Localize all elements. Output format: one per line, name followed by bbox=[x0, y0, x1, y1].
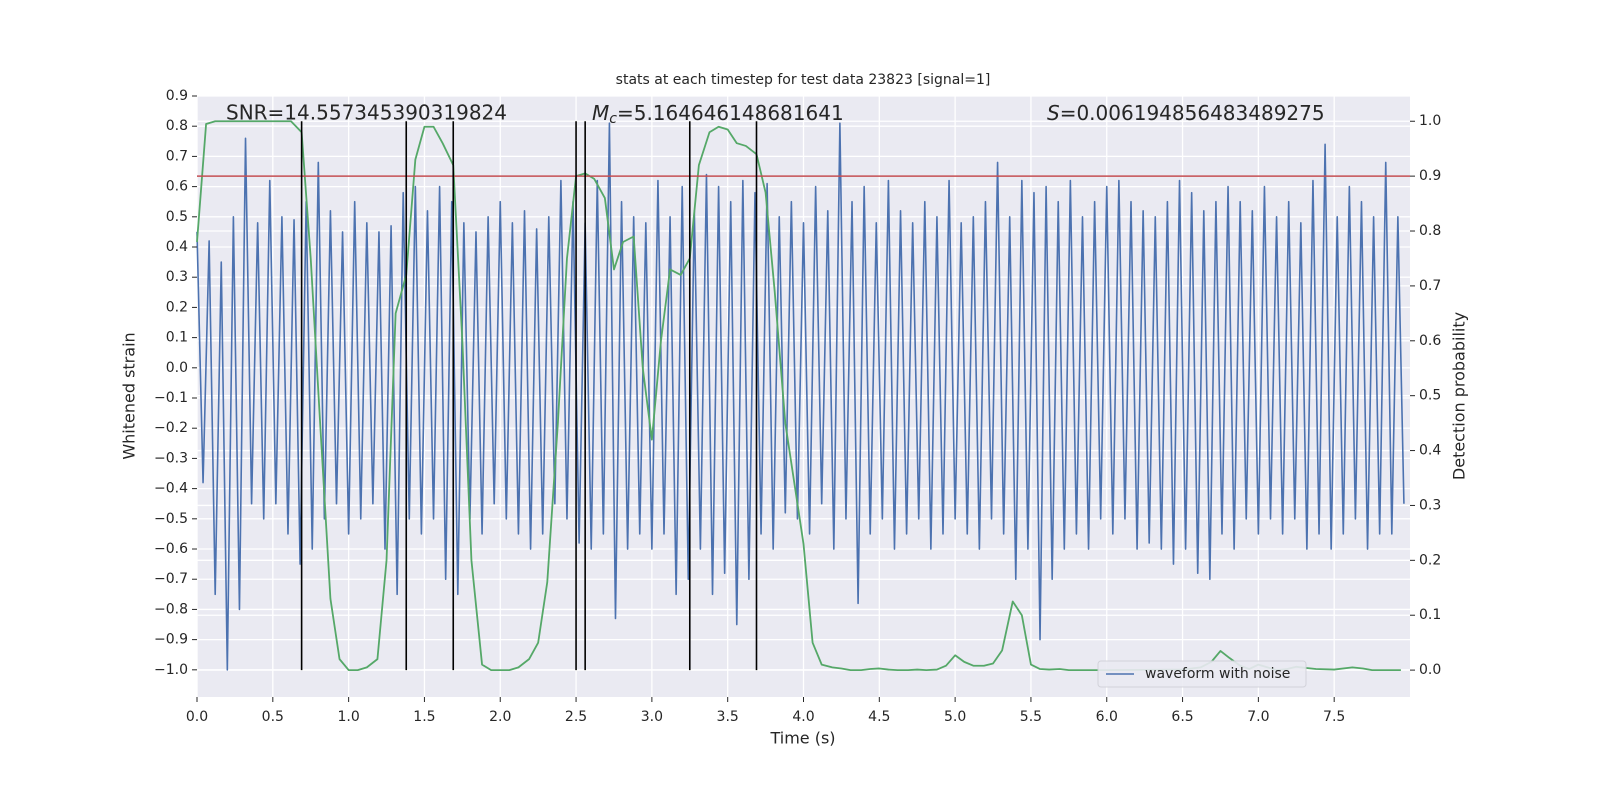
x-tick-label: 0.0 bbox=[186, 709, 208, 725]
y2-tick-label: 0.7 bbox=[1419, 278, 1441, 294]
x-tick-label: 4.0 bbox=[792, 709, 814, 725]
annotation-subscript: c bbox=[609, 111, 617, 127]
y2-tick-label: 0.8 bbox=[1419, 223, 1441, 239]
annotation: SNR=14.557345390319824 bbox=[226, 101, 507, 125]
y-tick-label: −0.7 bbox=[154, 571, 188, 587]
x-tick-label: 5.0 bbox=[944, 709, 966, 725]
y-tick-label: −0.4 bbox=[154, 481, 188, 497]
annotation: S=0.006194856483489275 bbox=[1047, 101, 1325, 125]
series-line bbox=[196, 122, 1405, 671]
y-tick-label: 0.4 bbox=[166, 239, 188, 255]
x-tick-label: 3.0 bbox=[641, 709, 663, 725]
y-tick-label: −0.8 bbox=[154, 601, 188, 617]
y-tick-label: 0.3 bbox=[166, 269, 188, 285]
y2-tick-label: 0.3 bbox=[1419, 497, 1441, 513]
annotation-text: =0.006194856483489275 bbox=[1060, 101, 1325, 125]
x-tick-label: 1.5 bbox=[413, 709, 435, 725]
y-tick-label: 0.7 bbox=[166, 148, 188, 164]
y2-tick-label: 0.9 bbox=[1419, 168, 1441, 184]
y2-tick-label: 0.1 bbox=[1419, 607, 1441, 623]
y-tick-label: 0.2 bbox=[166, 299, 188, 315]
legend-box bbox=[1097, 660, 1307, 688]
x-tick-label: 3.5 bbox=[717, 709, 739, 725]
chart-title: stats at each timestep for test data 238… bbox=[616, 72, 991, 88]
y2-tick-label: 0.4 bbox=[1419, 443, 1441, 459]
y-tick-label: −0.6 bbox=[154, 541, 188, 557]
x-tick-label: 2.5 bbox=[565, 709, 587, 725]
x-tick-label: 1.0 bbox=[337, 709, 359, 725]
x-tick-label: 5.5 bbox=[1020, 709, 1042, 725]
y-tick-label: 0.8 bbox=[166, 118, 188, 134]
y-tick-label: −0.1 bbox=[154, 390, 188, 406]
y2-tick-label: 1.0 bbox=[1419, 113, 1441, 129]
y-tick-label: −0.9 bbox=[154, 632, 188, 648]
y-tick-label: 0.1 bbox=[166, 330, 188, 346]
y-tick-label: 0.5 bbox=[166, 209, 188, 225]
legend-label: waveform with noise bbox=[1145, 666, 1290, 682]
y-tick-label: −1.0 bbox=[154, 662, 188, 678]
annotation-symbol: M bbox=[592, 101, 609, 125]
annotation-symbol: S bbox=[1047, 101, 1060, 125]
x-tick-label: 6.5 bbox=[1171, 709, 1193, 725]
x-tick-label: 4.5 bbox=[868, 709, 890, 725]
x-axis-label: Time (s) bbox=[769, 729, 835, 748]
y-tick-label: −0.5 bbox=[154, 511, 188, 527]
y2-tick-label: 0.5 bbox=[1419, 388, 1441, 404]
y-tick-label: 0.9 bbox=[166, 88, 188, 104]
y2-tick-label: 0.0 bbox=[1419, 662, 1441, 678]
y-tick-label: 0.0 bbox=[166, 360, 188, 376]
y-tick-label: 0.6 bbox=[166, 179, 188, 195]
y2-tick-label: 0.2 bbox=[1419, 552, 1441, 568]
x-tick-label: 7.0 bbox=[1247, 709, 1269, 725]
y2-axis-label: Detection probability bbox=[1450, 312, 1469, 480]
y2-tick-label: 0.6 bbox=[1419, 333, 1441, 349]
annotation: Mc=5.164646148681641 bbox=[592, 101, 844, 128]
x-tick-label: 7.5 bbox=[1323, 709, 1345, 725]
y-tick-label: −0.3 bbox=[154, 450, 188, 466]
x-tick-label: 6.0 bbox=[1096, 709, 1118, 725]
x-tick-label: 2.0 bbox=[489, 709, 511, 725]
y-axis-label: Whitened strain bbox=[120, 332, 139, 459]
annotation-text: =5.164646148681641 bbox=[617, 101, 844, 125]
y-tick-label: −0.2 bbox=[154, 420, 188, 436]
x-tick-label: 0.5 bbox=[262, 709, 284, 725]
